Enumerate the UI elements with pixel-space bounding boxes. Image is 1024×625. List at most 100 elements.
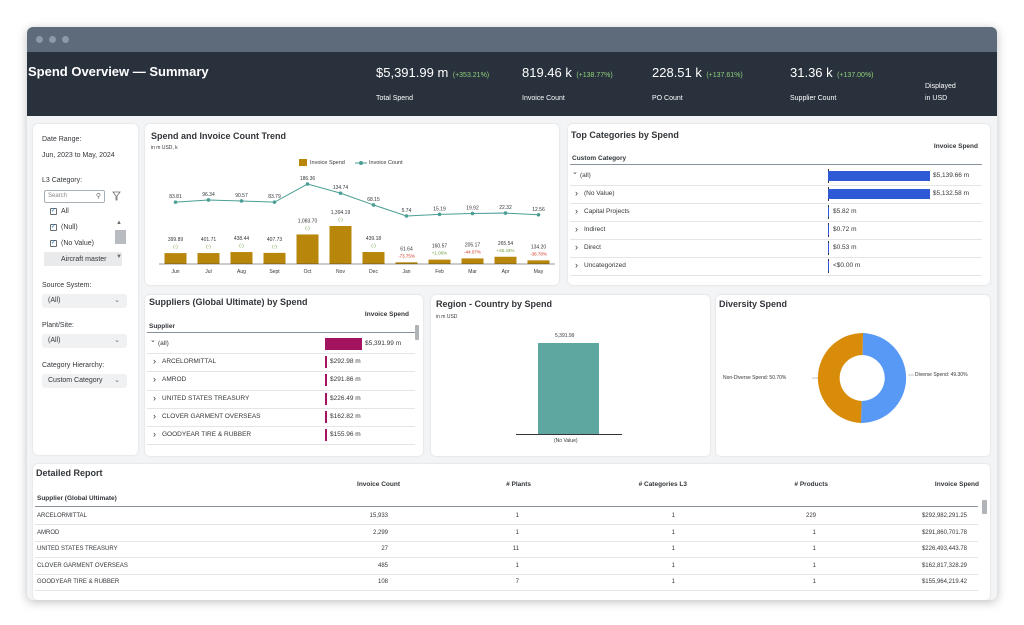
chevron-down-icon[interactable]: ⌄ <box>150 337 156 344</box>
spend-bar-delta: +1.06% <box>432 251 447 256</box>
category-bar[interactable] <box>828 171 930 181</box>
count-point <box>503 211 508 215</box>
category-row[interactable]: › Uncategorized <$0.00 m <box>568 257 982 275</box>
kpi-delta: (+353.21%) <box>452 72 490 79</box>
count-point <box>206 198 211 202</box>
supplier-row[interactable]: › UNITED STATES TREASURY $226.49 m <box>145 390 413 408</box>
chevron-down-icon[interactable]: ⌄ <box>572 169 578 176</box>
category-value: <$0.00 m <box>833 262 861 269</box>
supplier-bar[interactable] <box>325 410 327 423</box>
region-card: Region - Country by Spend in m USD 5,391… <box>431 295 710 456</box>
filter-icon[interactable] <box>112 191 121 201</box>
category-bar[interactable] <box>828 189 930 199</box>
supplier-row[interactable]: › AMROD $291.86 m <box>145 371 413 389</box>
supplier-value: $226.49 m <box>330 394 361 402</box>
spend-bar-label: 399.89 <box>168 237 184 243</box>
option-null-checkbox[interactable]: ✓ <box>50 224 57 231</box>
window-maximize-dot[interactable] <box>62 36 69 43</box>
category-bar[interactable] <box>828 243 829 253</box>
chevron-right-icon[interactable]: › <box>575 242 578 252</box>
table-row[interactable]: UNITED STATES TREASURY 27 11 1 1 $226,493,443… <box>33 541 978 557</box>
spend-bar <box>428 259 451 264</box>
category-row[interactable]: › (No Value) $5,132.58 m <box>568 185 982 203</box>
count-point-label: 5.74 <box>402 208 412 214</box>
supplier-value: $155.96 m <box>330 431 361 438</box>
report-column-header[interactable]: Invoice Spend <box>934 481 979 488</box>
supplier-row[interactable]: ⌄ (all) $5,391.99 m <box>145 335 413 353</box>
supplier-bar[interactable] <box>325 429 327 441</box>
spend-bar-label: 1,394.19 <box>331 210 351 216</box>
table-row[interactable]: ARCELORMITTAL 15,933 1 1 229 $292,982,291.25 <box>33 508 978 524</box>
chevron-right-icon[interactable]: › <box>153 392 156 403</box>
table-row[interactable]: GOODYEAR TIRE & RUBBER 108 7 1 1 $155,964,219… <box>33 574 978 590</box>
option-all-checkbox[interactable]: ✓ <box>50 208 57 215</box>
supplier-value: $162.82 m <box>330 412 361 420</box>
spend-bar-label: 401.71 <box>201 237 217 243</box>
supplier-bar[interactable] <box>325 338 362 350</box>
category-bar[interactable] <box>828 261 829 271</box>
plant-site-value: (All) <box>48 337 61 344</box>
plant-site-select[interactable]: (All) ⌄ <box>42 334 127 348</box>
report-column-header[interactable]: Supplier (Global Ultimate) <box>37 495 117 502</box>
scroll-up-icon[interactable]: ▲ <box>116 220 122 226</box>
source-system-select[interactable]: (All) ⌄ <box>42 294 127 308</box>
x-tick-label: Nov <box>336 269 345 275</box>
category-row[interactable]: › Capital Projects $5.82 m <box>568 203 982 221</box>
chevron-right-icon[interactable]: › <box>153 374 156 385</box>
suppliers-scrollbar[interactable] <box>415 325 419 340</box>
options-scrollbar[interactable]: ▲ ▼ <box>113 220 127 266</box>
count-point <box>536 212 541 217</box>
trend-chart-title: Spend and Invoice Count Trend <box>151 131 287 141</box>
supplier-bar[interactable] <box>325 374 327 387</box>
chevron-right-icon[interactable]: › <box>575 224 578 234</box>
region-bar[interactable] <box>538 343 599 434</box>
chevron-right-icon[interactable]: › <box>153 410 156 421</box>
option-aircraft-row[interactable]: Aircraft master <box>44 252 122 266</box>
table-row[interactable]: AMROD 2,299 1 1 1 $291,860,701.78 <box>33 525 978 541</box>
report-title: Detailed Report <box>36 468 103 478</box>
date-range-value[interactable]: Jun, 2023 to May, 2024 <box>42 152 115 159</box>
table-row[interactable]: CLOVER GARMENT OVERSEAS 485 1 1 1 $162,817,32… <box>33 558 978 574</box>
report-scrollbar[interactable] <box>982 500 987 514</box>
scroll-down-icon[interactable]: ▼ <box>116 254 122 260</box>
option-novalue-checkbox[interactable]: ✓ <box>50 240 57 247</box>
scroll-thumb[interactable] <box>115 230 126 244</box>
category-row[interactable]: › Direct $0.53 m <box>568 239 982 257</box>
window-minimize-dot[interactable] <box>49 36 56 43</box>
category-row[interactable]: › Indirect $0.72 m <box>568 221 982 239</box>
supplier-bar[interactable] <box>325 392 327 405</box>
category-hierarchy-select[interactable]: Custom Category ⌄ <box>42 374 127 388</box>
kpi-delta: (+137.00%) <box>837 72 874 79</box>
top-categories-title: Top Categories by Spend <box>571 130 679 140</box>
table-cell: 1 <box>812 529 816 536</box>
supplier-bar[interactable] <box>325 356 327 369</box>
report-column-header[interactable]: # Categories L3 <box>638 481 687 488</box>
table-cell: 27 <box>381 546 388 552</box>
legend-spend-label: Invoice Spend <box>310 160 345 166</box>
window-close-dot[interactable] <box>36 36 43 43</box>
chevron-right-icon[interactable]: › <box>575 260 578 270</box>
trend-chart-plot: 399.89(-)Jun401.71(-)Jul438.44(-)Aug407.… <box>159 176 555 275</box>
row-divider <box>35 540 978 542</box>
report-column-header[interactable]: Invoice Count <box>357 481 400 488</box>
legend-count-label: Invoice Count <box>369 160 403 166</box>
supplier-row[interactable]: › CLOVER GARMENT OVERSEAS $162.82 m <box>145 408 413 426</box>
report-header-row: Supplier (Global Ultimate) Invoice Count #… <box>33 464 990 504</box>
chevron-right-icon[interactable]: › <box>153 429 156 439</box>
report-column-header[interactable]: # Plants <box>506 481 531 488</box>
app-window: Spend Overview — Summary $5,391.99 m (+3… <box>27 27 997 600</box>
chevron-right-icon[interactable]: › <box>153 356 156 367</box>
category-row[interactable]: ⌄ (all) $5,139.66 m <box>568 167 982 185</box>
supplier-row[interactable]: › ARCELORMITTAL $292.98 m <box>145 353 413 371</box>
report-column-header[interactable]: # Products <box>794 481 828 488</box>
chevron-right-icon[interactable]: › <box>575 188 578 198</box>
supplier-row[interactable]: › GOODYEAR TIRE & RUBBER $155.96 m <box>145 426 413 444</box>
suppliers-row-header: Supplier <box>149 323 176 330</box>
row-divider <box>147 444 415 446</box>
category-search-input[interactable]: Search ⚲ <box>44 190 105 203</box>
row-divider <box>147 426 415 427</box>
category-bar[interactable] <box>828 225 829 235</box>
category-bar[interactable] <box>828 207 829 217</box>
chevron-right-icon[interactable]: › <box>575 206 578 216</box>
spend-bar-label: 134.20 <box>531 244 547 250</box>
